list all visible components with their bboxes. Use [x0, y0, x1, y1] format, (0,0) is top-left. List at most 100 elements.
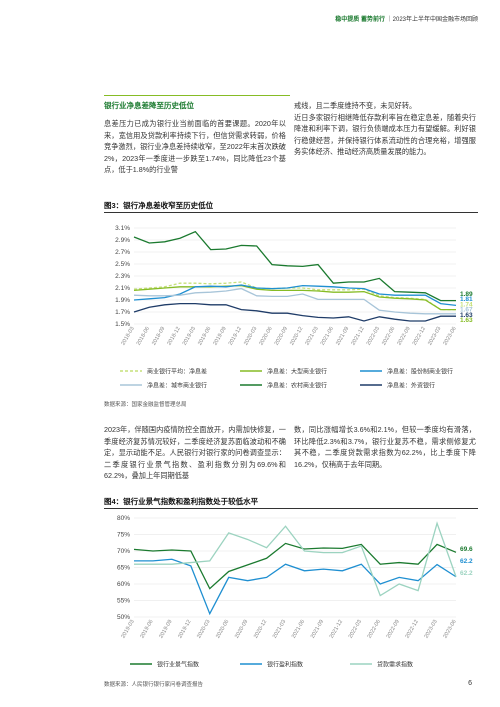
x-tick-label: 2023-06	[442, 326, 457, 346]
end-value-label: 1.63	[460, 312, 473, 319]
page-header: 稳中提质 蓄势前行 ｜2023年上半年中国金融市场回顾	[335, 14, 478, 23]
x-tick-label: 2019-03	[182, 326, 197, 346]
end-value-label: 69.6	[460, 546, 473, 553]
legend-label: 银行业景气指数	[157, 660, 199, 668]
x-tick-label: 2021-09	[335, 326, 350, 346]
series-line	[133, 302, 456, 322]
y-tick-label: 65%	[117, 565, 130, 572]
x-tick-label: 2019-03	[120, 619, 135, 639]
legend-label: 银行盈利指数	[267, 660, 303, 668]
x-tick-label: 2021-06	[320, 326, 335, 346]
y-tick-label: 70%	[117, 548, 130, 555]
y-tick-label: 50%	[117, 614, 130, 621]
x-tick-label: 2022-09	[396, 326, 411, 346]
y-tick-label: 2.1%	[115, 285, 130, 292]
section-heading: 银行业净息差降至历史低位	[104, 101, 194, 110]
end-value-label: 1.89	[460, 291, 473, 298]
y-tick-label: 2.7%	[115, 249, 130, 256]
y-tick-label: 1.7%	[115, 309, 130, 316]
figure-3-rule	[104, 212, 478, 213]
header-brand: 稳中提质	[335, 17, 360, 23]
x-tick-label: 2018-09	[151, 326, 166, 346]
x-tick-label: 2021-06	[291, 619, 306, 639]
end-value-label: 1.63	[460, 317, 473, 324]
x-tick-label: 2022-09	[386, 619, 401, 639]
paragraph-1-right: 戒线，且二季度维持不变，未见好转。 近日多家银行相继降低存款利率旨在稳定息差，随…	[294, 101, 476, 156]
figure-4-rule	[104, 508, 478, 509]
x-tick-label: 2020-03	[243, 326, 258, 346]
x-tick-label: 2020-06	[258, 326, 273, 346]
end-value-label: 62.2	[460, 570, 473, 577]
x-tick-label: 2022-06	[381, 326, 396, 346]
x-tick-label: 2018-03	[120, 326, 135, 346]
figure-3-legend: 商业银行平均：净息差 净息差：大型商业银行 净息差：股份制商业银行净息差：城市商业银…	[120, 367, 453, 389]
legend-label: 净息差：大型商业银行	[267, 367, 327, 375]
series-line	[133, 230, 456, 302]
x-tick-label: 2019-12	[177, 619, 192, 639]
x-tick-label: 2020-03	[196, 619, 211, 639]
figure-4-source: 数据来源：人民银行银行家问卷调查报告	[104, 682, 204, 688]
x-tick-label: 2019-06	[197, 326, 212, 346]
end-value-label: 1.74	[460, 301, 473, 308]
y-tick-label: 1.5%	[115, 321, 130, 328]
x-tick-label: 2019-09	[158, 619, 173, 639]
figure-3-chart: 1.5% 1.7% 1.9% 2.1% 2.3% 2.5% 2.7% 2.9% 3.1% 2018…	[115, 225, 473, 346]
figure-4-title: 图4：银行业景气指数和盈利指数处于较低水平	[104, 497, 259, 506]
x-tick-label: 2023-03	[427, 326, 442, 346]
series-line	[133, 287, 456, 315]
figure-3-source: 数据来源：国家金融监督管理总局	[104, 402, 187, 408]
x-tick-label: 2023-06	[442, 619, 457, 639]
x-tick-label: 2020-12	[253, 619, 268, 639]
x-tick-label: 2022-12	[405, 619, 420, 639]
series-line	[133, 542, 457, 590]
paragraph-2-right: 数，同比涨幅增长3.6%和2.1%，但较一季度均有滑落，环比降低2.3%和3.7…	[294, 425, 476, 469]
x-tick-label: 2021-12	[329, 619, 344, 639]
legend-label: 贷款需求指数	[377, 660, 413, 668]
header-brand-2: 蓄势前行	[360, 17, 385, 23]
y-tick-label: 3.1%	[115, 225, 130, 232]
x-tick-label: 2020-09	[234, 619, 249, 639]
y-tick-label: 80%	[117, 515, 130, 522]
y-tick-label: 2.3%	[115, 273, 130, 280]
x-tick-label: 2022-03	[348, 619, 363, 639]
x-tick-label: 2020-09	[274, 326, 289, 346]
x-tick-label: 2021-09	[310, 619, 325, 639]
x-tick-label: 2023-03	[424, 619, 439, 639]
legend-label: 净息差：城市商业银行	[147, 381, 207, 389]
x-tick-label: 2019-12	[228, 326, 243, 346]
x-tick-label: 2022-12	[412, 326, 427, 346]
x-tick-label: 2022-03	[366, 326, 381, 346]
x-tick-label: 2019-09	[212, 326, 227, 346]
legend-label: 净息差：外资银行	[387, 381, 435, 389]
legend-label: 净息差：农村商业银行	[267, 381, 327, 389]
series-line	[134, 558, 457, 616]
paragraph-2-left: 2023年，伴随国内疫情防控全面放开，内需加快修复，一季度经济复苏情况较好，二季…	[104, 425, 286, 480]
figure-4-legend: 银行业景气指数 银行盈利指数 贷款需求指数	[130, 660, 413, 668]
end-value-label: 62.2	[460, 558, 473, 565]
series-line	[133, 284, 456, 311]
y-tick-label: 60%	[117, 581, 130, 588]
x-tick-label: 2020-12	[289, 326, 304, 346]
y-tick-label: 55%	[117, 598, 130, 605]
x-tick-label: 2021-12	[350, 326, 365, 346]
end-value-label: 1.81	[460, 296, 473, 303]
page-number: 6	[468, 680, 472, 687]
end-value-label: 1.67	[460, 307, 473, 314]
x-tick-label: 2021-03	[304, 326, 319, 346]
x-tick-label: 2020-06	[215, 619, 230, 639]
paragraph-1-left: 息差压力已成为银行业当前面临的首要课题。2020年以来，宽信用及贷款利率持续下行…	[104, 119, 286, 174]
figure-4-chart: 50% 55% 60% 65% 70% 75% 80% 2019-03 2019-06 2019-…	[117, 515, 473, 639]
x-tick-label: 2018-12	[166, 326, 181, 346]
legend-label: 净息差：股份制商业银行	[387, 367, 453, 375]
x-tick-label: 2022-06	[367, 619, 382, 639]
series-line	[133, 284, 457, 307]
header-report-title: ｜2023年上半年中国金融市场回顾	[386, 17, 478, 23]
y-tick-label: 2.9%	[115, 237, 130, 244]
x-tick-label: 2021-03	[272, 619, 287, 639]
section-rule	[104, 95, 290, 96]
y-tick-label: 75%	[117, 532, 130, 539]
x-tick-label: 2019-06	[139, 619, 154, 639]
figure-3-title: 图3：银行净息差收窄至历史低位	[104, 201, 214, 210]
legend-label: 商业银行平均：净息差	[147, 367, 207, 375]
y-tick-label: 1.9%	[115, 297, 130, 304]
